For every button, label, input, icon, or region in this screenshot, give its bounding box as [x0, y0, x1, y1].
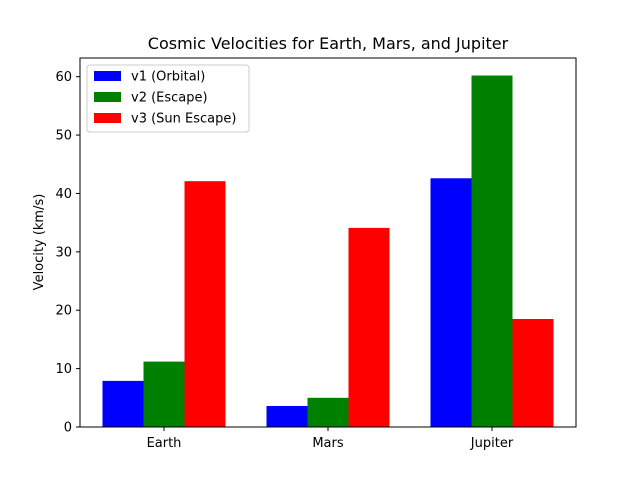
bars-layer — [102, 75, 554, 428]
bar-mars-v1-orbital — [266, 405, 308, 427]
bar-earth-v1-orbital — [102, 380, 144, 428]
legend-box — [86, 64, 250, 133]
y-tick-label: 10 — [55, 362, 72, 377]
bar-earth-v2-escape — [143, 361, 185, 427]
bar-jupiter-v1-orbital — [430, 178, 472, 427]
chart-title: Cosmic Velocities for Earth, Mars, and J… — [148, 34, 509, 53]
y-tick-label: 60 — [55, 70, 72, 85]
legend-swatch-v1-orbital — [94, 71, 121, 81]
x-tick-label-earth: Earth — [147, 436, 182, 451]
legend-label-v1-orbital: v1 (Orbital) — [131, 70, 205, 85]
y-tick-label: 50 — [55, 129, 72, 144]
legend-label-v3-sun-escape: v3 (Sun Escape) — [131, 112, 236, 127]
legend-swatch-v3-sun-escape — [94, 113, 121, 123]
y-tick-label: 40 — [55, 187, 72, 202]
legend-swatch-v2-escape — [94, 92, 121, 102]
legend-label-v2-escape: v2 (Escape) — [131, 91, 208, 106]
legend: v1 (Orbital) v2 (Escape) v3 (Sun Escape) — [86, 64, 250, 133]
legend-items: v1 (Orbital) v2 (Escape) v3 (Sun Escape) — [94, 70, 236, 127]
y-axis-title: Velocity (km/s) — [32, 194, 47, 291]
bar-mars-v2-escape — [307, 397, 349, 427]
bar-jupiter-v3-sun-escape — [512, 318, 554, 427]
y-tick-label: 30 — [55, 245, 72, 260]
x-tick-label-jupiter: Jupiter — [470, 436, 514, 451]
y-tick-label: 0 — [64, 421, 72, 436]
x-tick-label-mars: Mars — [312, 436, 344, 451]
bar-jupiter-v2-escape — [471, 75, 513, 428]
bar-earth-v3-sun-escape — [184, 181, 226, 427]
x-axis: Earth Mars Jupiter — [147, 427, 514, 451]
y-axis: 0 10 20 30 40 50 60 — [55, 70, 80, 436]
y-tick-label: 20 — [55, 304, 72, 319]
bar-mars-v3-sun-escape — [348, 227, 390, 427]
